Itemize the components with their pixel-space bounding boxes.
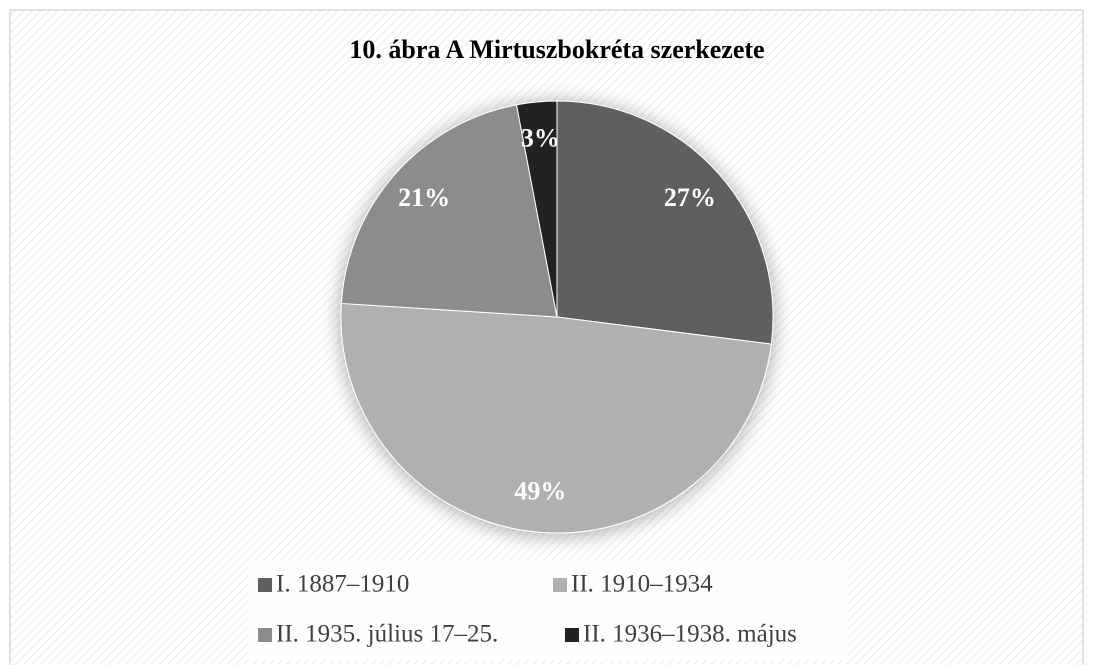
data-label: 21% (398, 183, 450, 212)
legend-label: I. 1887–1910 (276, 571, 409, 598)
legend-swatch (258, 578, 272, 592)
data-label: 27% (664, 183, 716, 212)
data-label: 49% (514, 476, 566, 505)
legend-label: II. 1935. július 17–25. (276, 621, 498, 648)
data-label: 3% (521, 124, 560, 153)
chart-title: 10. ábra A Mirtuszbokréta szerkezete (349, 35, 764, 64)
legend-label: II. 1936–1938. május (583, 621, 797, 648)
legend-swatch (258, 628, 272, 642)
legend-swatch (565, 628, 579, 642)
legend-swatch (553, 578, 567, 592)
legend-label: II. 1910–1934 (571, 571, 713, 598)
pie (340, 100, 774, 534)
pie-slice (340, 104, 558, 318)
pie-slice (556, 100, 774, 345)
pie-slice (515, 100, 558, 318)
legend-box (248, 560, 848, 660)
pie-slice (340, 302, 772, 534)
